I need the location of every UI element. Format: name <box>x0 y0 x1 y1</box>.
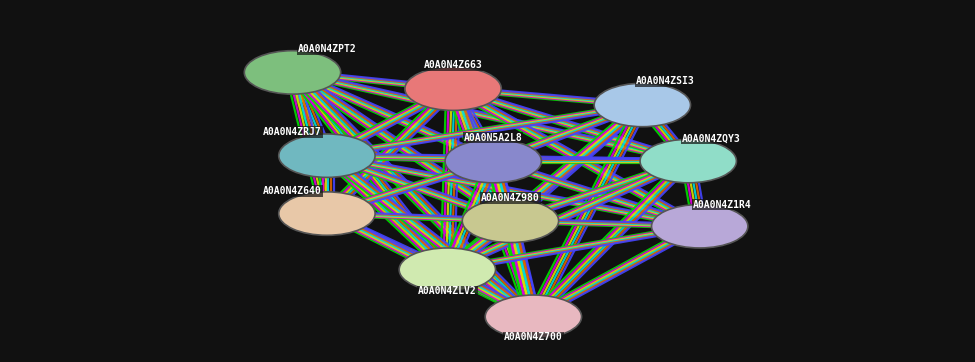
Text: A0A0N4Z980: A0A0N4Z980 <box>481 193 540 203</box>
Ellipse shape <box>405 67 501 110</box>
Text: A0A0N4Z640: A0A0N4Z640 <box>263 186 322 196</box>
Text: A0A0N5A2L8: A0A0N5A2L8 <box>464 132 523 143</box>
Text: A0A0N4ZQY3: A0A0N4ZQY3 <box>682 134 741 144</box>
Ellipse shape <box>399 248 495 291</box>
Ellipse shape <box>486 295 581 338</box>
Ellipse shape <box>462 199 559 243</box>
Text: A0A0N4Z1R4: A0A0N4Z1R4 <box>693 199 752 210</box>
Text: A0A0N4ZPT2: A0A0N4ZPT2 <box>297 44 356 54</box>
Ellipse shape <box>651 205 748 248</box>
Ellipse shape <box>279 134 375 177</box>
Text: A0A0N4Z700: A0A0N4Z700 <box>504 332 563 342</box>
Text: A0A0N4ZRJ7: A0A0N4ZRJ7 <box>263 127 322 137</box>
Ellipse shape <box>640 139 736 183</box>
Text: A0A0N4Z663: A0A0N4Z663 <box>424 60 483 70</box>
Ellipse shape <box>245 51 340 94</box>
Text: A0A0N4ZLV2: A0A0N4ZLV2 <box>418 286 477 296</box>
Text: A0A0N4ZSI3: A0A0N4ZSI3 <box>636 76 694 87</box>
Ellipse shape <box>279 192 375 235</box>
Ellipse shape <box>445 139 541 183</box>
Ellipse shape <box>594 83 690 127</box>
